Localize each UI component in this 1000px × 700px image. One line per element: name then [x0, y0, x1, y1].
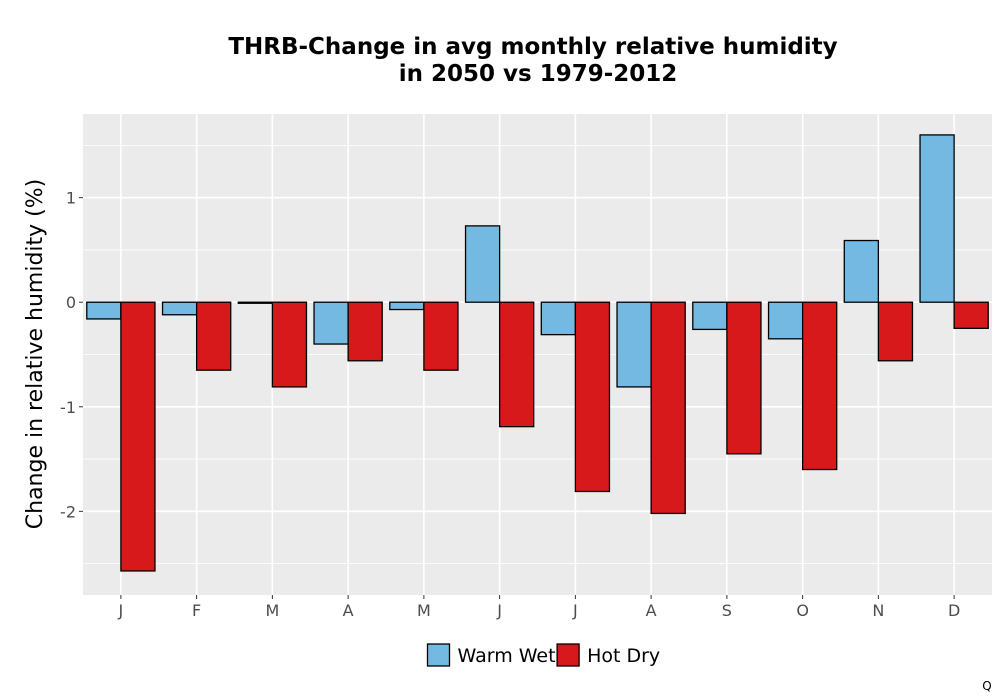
bar-warm-wet: [540, 301, 577, 336]
corner-mark: Q: [982, 679, 991, 693]
x-tick-label: N: [872, 601, 884, 620]
bar-hot-dry: [423, 301, 459, 371]
bar-warm-wet: [692, 301, 728, 331]
bar-hot-dry: [726, 301, 762, 455]
x-tick-label: J: [572, 601, 578, 620]
bar-hot-dry: [574, 301, 611, 493]
bar-warm-wet: [389, 301, 425, 311]
x-tick-label: J: [496, 601, 502, 620]
bar-hot-dry: [498, 301, 535, 428]
legend-label: Warm Wet: [458, 645, 556, 667]
bar-warm-wet: [767, 301, 804, 340]
bar-hot-dry: [650, 301, 686, 515]
bar-warm-wet: [86, 301, 122, 320]
bar-warm-wet: [843, 239, 880, 303]
bar-hot-dry: [801, 301, 838, 471]
bar-warm-wet: [464, 225, 501, 303]
y-tick-label: 1: [66, 189, 76, 208]
bar-warm-wet: [161, 301, 198, 316]
bar-hot-dry: [271, 301, 308, 388]
x-tick-label: D: [948, 601, 960, 620]
x-tick-label: F: [192, 601, 201, 620]
x-tick-label: S: [722, 601, 732, 620]
x-tick-label: M: [417, 601, 431, 620]
axis-ticks: -2 -1 0 1 J F M A M J J A S O N D: [60, 189, 960, 620]
legend-key: [426, 643, 451, 667]
x-tick-label: A: [646, 601, 657, 620]
x-tick-label: O: [796, 601, 809, 620]
x-tick-label: J: [118, 601, 124, 620]
bars: [86, 134, 989, 572]
x-tick-label: M: [265, 601, 279, 620]
x-tick-label: A: [343, 601, 354, 620]
legend-label: Hot Dry: [587, 645, 660, 667]
y-tick-label: -2: [60, 502, 76, 521]
legend-key: [556, 643, 580, 667]
bar-hot-dry: [347, 301, 383, 362]
y-tick-label: 0: [66, 293, 76, 312]
chart-subtitle: in 2050 vs 1979-2012: [399, 61, 678, 87]
y-axis-title: Change in relative humidity (%): [23, 179, 48, 529]
bar-hot-dry: [953, 301, 989, 330]
bar-warm-wet: [237, 301, 274, 304]
chart-title: THRB-Change in avg monthly relative humi…: [228, 34, 837, 60]
bar-hot-dry: [877, 301, 914, 362]
bar-warm-wet: [313, 301, 349, 345]
bar-hot-dry: [195, 301, 232, 371]
legend: Warm Wet Hot Dry: [426, 643, 660, 667]
y-tick-label: -1: [60, 398, 76, 417]
bar-warm-wet: [919, 134, 955, 303]
bar-hot-dry: [120, 301, 156, 572]
bar-warm-wet: [616, 301, 652, 388]
